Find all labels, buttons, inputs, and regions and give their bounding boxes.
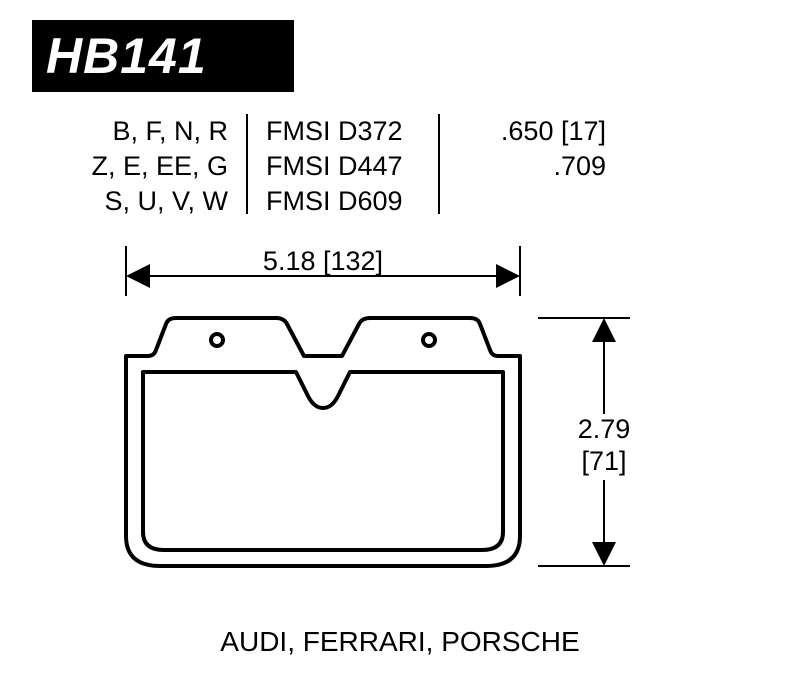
info-cell: B, F, N, R [62, 116, 228, 147]
info-cell: S, U, V, W [62, 186, 228, 217]
info-cell: FMSI D447 [266, 151, 438, 182]
dim-width-in: 5.18 [263, 246, 316, 276]
info-cell: .650 [17] [458, 116, 606, 147]
dim-height-mm: [71] [581, 446, 626, 476]
dim-height-in: 2.79 [578, 414, 631, 444]
brake-pad-outline [126, 318, 520, 566]
vehicle-applications: AUDI, FERRARI, PORSCHE [0, 626, 800, 658]
info-col-codes: B, F, N, R Z, E, EE, G S, U, V, W [62, 116, 246, 217]
info-col-thickness: .650 [17] .709 [440, 116, 606, 217]
dim-width-mm: [132] [323, 246, 383, 276]
info-col-fmsi: FMSI D372 FMSI D447 FMSI D609 [248, 116, 438, 217]
info-cell: FMSI D609 [266, 186, 438, 217]
part-number-title: HB141 [32, 20, 294, 92]
info-cell: .709 [458, 151, 606, 182]
brake-pad-diagram: 5.18 [132] 2.79 [71] [70, 236, 770, 596]
svg-text:5.18 [132]: 5.18 [132] [263, 246, 383, 276]
info-table: B, F, N, R Z, E, EE, G S, U, V, W FMSI D… [62, 116, 606, 217]
info-cell: FMSI D372 [266, 116, 438, 147]
info-cell: Z, E, EE, G [62, 151, 228, 182]
